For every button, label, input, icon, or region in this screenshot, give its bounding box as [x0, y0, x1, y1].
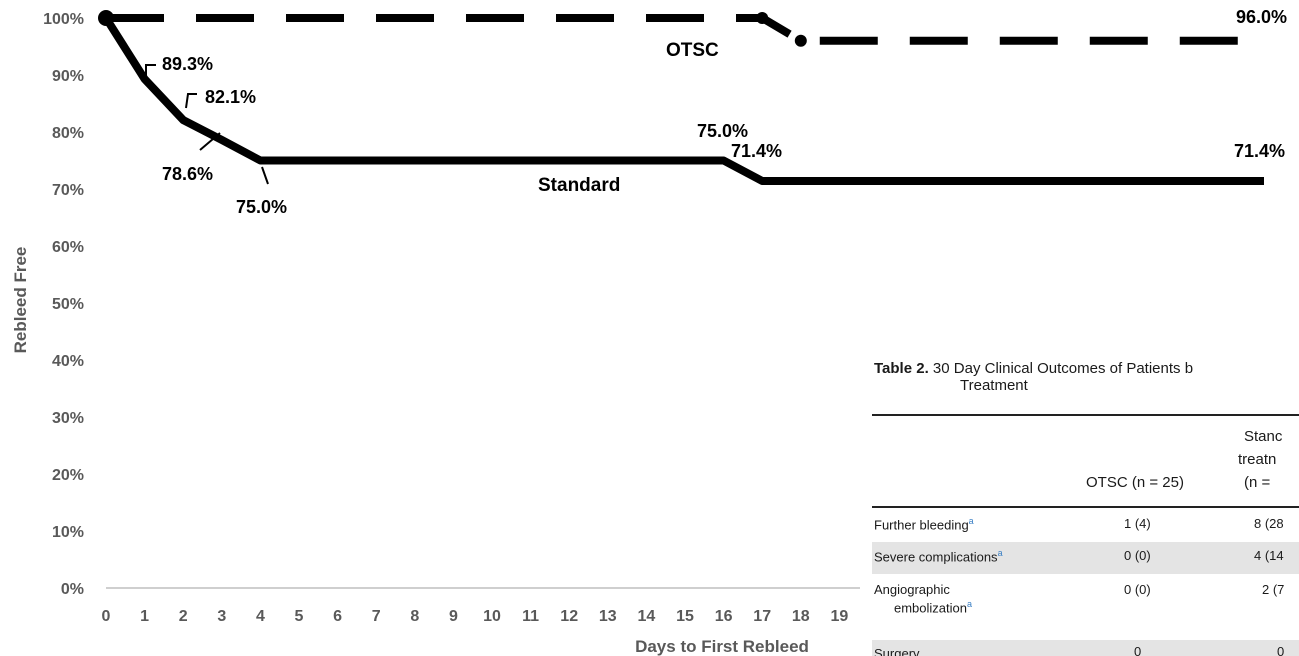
x-tick-label: 6 [333, 608, 342, 625]
annotation-layer: 89.3% 82.1% 78.6% 75.0% 75.0% 71.4% 71.4… [145, 7, 1287, 217]
col-header-standard-2: treatn [1238, 451, 1277, 468]
y-tick-label: 30% [52, 410, 84, 427]
series-marker [98, 10, 114, 26]
leader-750 [261, 166, 269, 185]
table-row: Angiographic embolizationa 0 (0) 2 (7 [872, 574, 1299, 626]
x-tick-label: 8 [410, 608, 419, 625]
x-tick-label: 16 [715, 608, 733, 625]
table-top-rule [872, 414, 1299, 416]
x-tick-label: 5 [295, 608, 304, 625]
x-tick-label: 3 [217, 608, 226, 625]
x-tick-label: 7 [372, 608, 381, 625]
x-tick-label: 13 [599, 608, 617, 625]
x-tick-label: 2 [179, 608, 188, 625]
data-label-82-1: 82.1% [205, 87, 256, 107]
series-marker [756, 12, 769, 24]
x-tick-label: 10 [483, 608, 501, 625]
x-tick-label: 4 [256, 608, 265, 625]
y-tick-label: 100% [43, 11, 84, 28]
x-tick-label: 12 [560, 608, 578, 625]
series-label-otsc: OTSC [666, 40, 719, 61]
series-marker [794, 34, 807, 47]
table-header: OTSC (n = 25) Stanc treatn (n = [872, 416, 1299, 504]
row-label: Severe complicationsa [874, 548, 1003, 565]
y-axis-ticks: 0% 10% 20% 30% 40% 50% 60% 70% 80% 90% 100% [43, 11, 84, 598]
y-tick-label: 50% [52, 296, 84, 313]
x-axis-ticks: 0 1 2 3 4 5 6 7 8 9 10 11 12 13 14 15 16 17 18 19 [102, 608, 849, 625]
x-tick-label: 15 [676, 608, 694, 625]
row-label: Angiographic [874, 582, 950, 597]
row-std: 4 (14 [1254, 548, 1284, 563]
y-tick-label: 40% [52, 353, 84, 370]
row-std: 8 (28 [1254, 516, 1284, 531]
row-otsc: 0 (0) [1124, 548, 1151, 563]
col-header-standard-3: (n = [1244, 474, 1271, 491]
data-label-71-4-a: 71.4% [731, 141, 782, 161]
x-tick-label: 11 [522, 608, 539, 625]
x-tick-label: 19 [831, 608, 849, 625]
table-header-rule [872, 506, 1299, 508]
series-layer [98, 10, 1264, 186]
table-row: Severe complicationsa 0 (0) 4 (14 [872, 542, 1299, 574]
leader-82 [185, 93, 197, 109]
y-tick-label: 10% [52, 524, 84, 541]
y-tick-label: 80% [52, 125, 84, 142]
table-caption-text: 30 Day Clinical Outcomes of Patients b [932, 360, 1194, 377]
x-tick-label: 1 [140, 608, 149, 625]
row-otsc: 1 (4) [1124, 516, 1151, 531]
y-tick-label: 60% [52, 239, 84, 256]
x-tick-label: 14 [638, 608, 656, 625]
row-label-cont: embolizationa [894, 599, 973, 616]
y-tick-label: 90% [52, 68, 84, 85]
x-tick-label: 17 [753, 608, 771, 625]
table-caption-line2: Treatment [960, 377, 1028, 394]
x-tick-label: 18 [792, 608, 810, 625]
data-label-78-6: 78.6% [162, 164, 213, 184]
x-axis-title: Days to First Rebleed [635, 637, 809, 656]
data-label-89-3: 89.3% [162, 54, 213, 74]
row-label: Further bleedinga [874, 516, 974, 533]
data-label-75-0-b: 75.0% [697, 121, 748, 141]
row-otsc: 0 (0) [1124, 582, 1151, 597]
x-tick-label: 9 [449, 608, 458, 625]
x-tick-label: 0 [102, 608, 111, 625]
row-label: Surgery [874, 646, 920, 656]
y-axis-title: Rebleed Free [11, 247, 30, 354]
y-tick-label: 20% [52, 467, 84, 484]
row-std: 2 (7 [1262, 582, 1285, 597]
leader-786 [199, 132, 221, 151]
table-caption-number: Table 2. [874, 360, 929, 377]
row-std: 0 [1277, 644, 1285, 656]
data-label-75-0-a: 75.0% [236, 197, 287, 217]
row-otsc: 0 [1134, 644, 1142, 656]
series-label-standard: Standard [538, 175, 620, 196]
data-label-71-4-b: 71.4% [1234, 141, 1285, 161]
y-tick-label: 0% [61, 581, 84, 598]
table-row: Further bleedinga 1 (4) 8 (28 [872, 508, 1299, 542]
table-caption: Table 2. 30 Day Clinical Outcomes of Pat… [872, 360, 1299, 394]
series-line-standard [102, 15, 1264, 186]
series-line-otsc [106, 14, 1264, 45]
leader-89 [145, 64, 156, 78]
table-row: Surgery 0 0 [872, 640, 1299, 656]
col-header-standard-1: Stanc [1244, 428, 1283, 445]
col-header-otsc: OTSC (n = 25) [1086, 474, 1184, 491]
y-tick-label: 70% [52, 182, 84, 199]
data-label-96-0: 96.0% [1236, 7, 1287, 27]
outcomes-table: Table 2. 30 Day Clinical Outcomes of Pat… [872, 360, 1299, 656]
